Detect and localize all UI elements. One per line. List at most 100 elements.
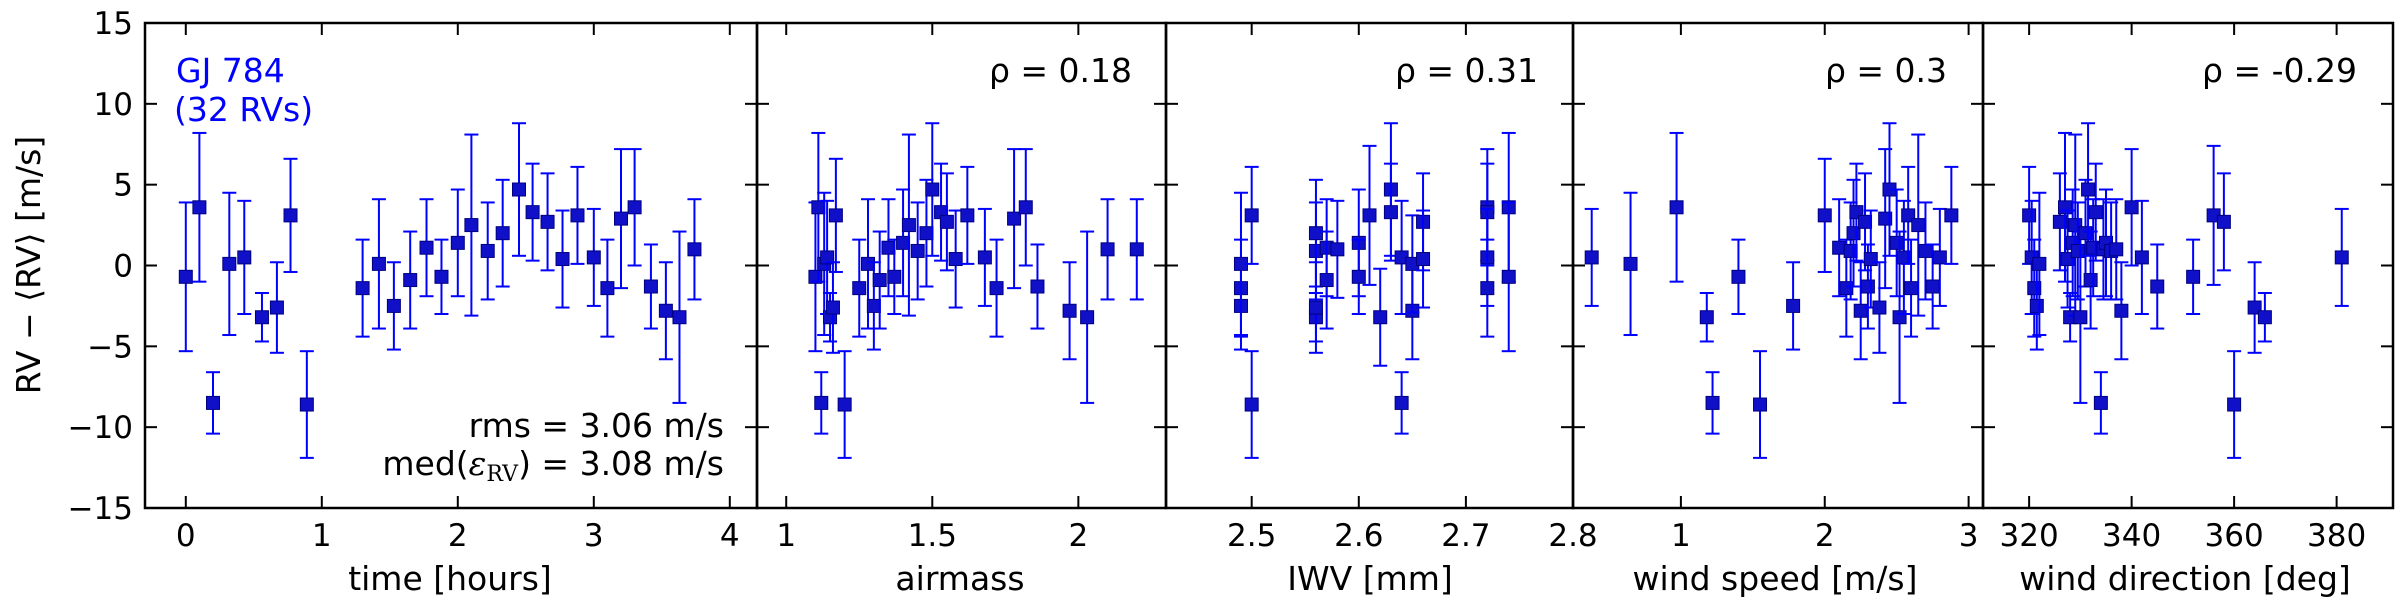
- panel-2-xtick-label: 1: [776, 518, 796, 554]
- data-point: [495, 226, 510, 241]
- data-point: [901, 218, 916, 233]
- data-point: [1244, 208, 1259, 223]
- panel-4-xlabel: wind speed [m/s]: [1633, 559, 1918, 598]
- data-point: [283, 208, 298, 223]
- data-point: [1839, 281, 1854, 296]
- data-point: [1731, 269, 1746, 284]
- data-point: [2186, 269, 2201, 284]
- data-point: [1308, 300, 1323, 315]
- data-point: [820, 250, 835, 265]
- data-point: [1100, 242, 1115, 257]
- data-point: [658, 303, 673, 318]
- data-point: [1308, 226, 1323, 241]
- panel-4-xtick-label: 1: [1671, 518, 1691, 554]
- data-point: [1904, 281, 1919, 296]
- panel-2-xtick-label: 2: [1068, 518, 1088, 554]
- data-point: [828, 208, 843, 223]
- data-point: [2022, 208, 2037, 223]
- panel-5-xtick-label: 380: [2307, 518, 2366, 554]
- data-point: [960, 208, 975, 223]
- panel-5-xtick-label: 340: [2102, 518, 2161, 554]
- data-point: [1669, 200, 1684, 215]
- data-point: [2083, 273, 2098, 288]
- data-point: [825, 300, 840, 315]
- data-point: [925, 182, 940, 197]
- y-tick-label: −5: [87, 329, 133, 365]
- data-point: [1351, 269, 1366, 284]
- panel-5-rho: ρ = -0.29: [2202, 51, 2357, 90]
- panel-5-xtick-label: 360: [2205, 518, 2264, 554]
- data-point: [1244, 397, 1259, 412]
- y-axis-label: RV − ⟨RV⟩ [m/s]: [9, 136, 48, 394]
- rms-annotation: rms = 3.06 m/s: [469, 406, 724, 445]
- panel-3-xtick-label: 2.7: [1441, 518, 1490, 554]
- data-point: [371, 256, 386, 271]
- data-point: [1623, 256, 1638, 271]
- data-point: [480, 243, 495, 258]
- data-point: [2150, 279, 2165, 294]
- data-point: [1944, 208, 1959, 223]
- data-point: [2109, 242, 2124, 257]
- data-point: [1416, 252, 1431, 267]
- data-point: [355, 281, 370, 296]
- data-point: [2334, 250, 2349, 265]
- data-point: [1705, 395, 1720, 410]
- data-point: [1843, 243, 1858, 258]
- data-point: [1918, 243, 1933, 258]
- data-point: [1786, 298, 1801, 313]
- data-point: [254, 310, 269, 325]
- data-point: [887, 269, 902, 284]
- panel-2-xtick-label: 1.5: [908, 518, 957, 554]
- data-point: [512, 182, 526, 197]
- data-point: [540, 214, 555, 229]
- data-point: [2257, 310, 2272, 325]
- panel-1-xtick-label: 2: [448, 518, 468, 554]
- data-point: [989, 281, 1004, 296]
- data-point: [1817, 208, 1832, 223]
- panel-3-xtick-label: 2.8: [1548, 518, 1597, 554]
- data-point: [1889, 235, 1904, 250]
- panel-4-xtick-label: 2: [1815, 518, 1835, 554]
- data-point: [237, 250, 252, 265]
- panel-1-xtick-label: 4: [720, 518, 740, 554]
- y-tick-label: 5: [113, 168, 133, 204]
- data-point: [206, 395, 220, 410]
- data-point: [852, 281, 867, 296]
- data-point: [814, 395, 829, 410]
- star-rv-count: (32 RVs): [174, 90, 313, 129]
- median-error-annotation: med(εRV) = 3.08 m/s: [382, 444, 724, 487]
- data-point: [1858, 214, 1873, 229]
- data-point: [570, 208, 585, 223]
- data-point: [1878, 211, 1893, 226]
- data-point: [1925, 279, 1940, 294]
- data-point: [896, 235, 911, 250]
- data-point: [910, 243, 925, 258]
- panel-3-rho: ρ = 0.31: [1395, 51, 1538, 90]
- data-point: [1062, 303, 1077, 318]
- data-point: [586, 250, 601, 265]
- data-point: [178, 269, 193, 284]
- panel-4-xtick-label: 3: [1959, 518, 1979, 554]
- data-point: [1584, 250, 1599, 265]
- data-point: [1383, 205, 1398, 220]
- y-tick-label: 10: [94, 87, 133, 123]
- data-point: [627, 200, 642, 215]
- data-point: [939, 214, 954, 229]
- data-point: [1753, 397, 1768, 412]
- data-point: [811, 200, 826, 215]
- data-point: [1863, 252, 1878, 267]
- data-point: [1330, 242, 1345, 257]
- data-point: [1501, 269, 1516, 284]
- data-point: [269, 300, 284, 315]
- data-point: [672, 310, 687, 325]
- data-point: [2029, 298, 2044, 313]
- data-point: [419, 240, 434, 255]
- data-point: [222, 256, 237, 271]
- data-point: [2134, 250, 2149, 265]
- data-point: [464, 218, 479, 233]
- panel-4-rho: ρ = 0.3: [1825, 51, 1947, 90]
- data-point: [1932, 250, 1947, 265]
- panel-1-xtick-label: 1: [312, 518, 332, 554]
- data-point: [1007, 211, 1022, 226]
